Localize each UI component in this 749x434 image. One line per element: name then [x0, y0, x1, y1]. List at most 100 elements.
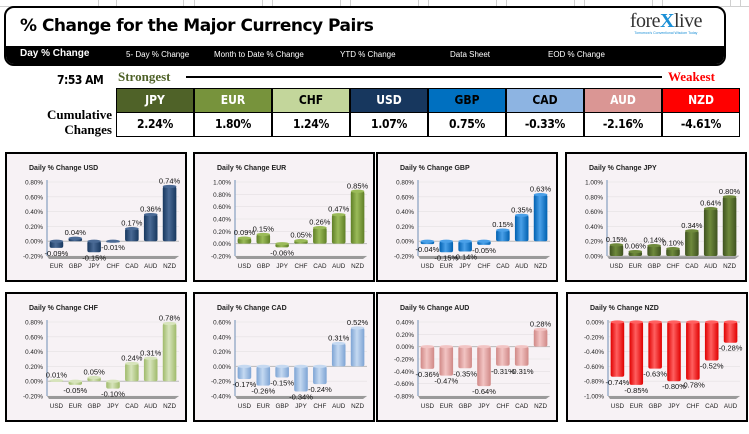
x-tick-label: AUD — [332, 263, 346, 270]
bar-chf — [496, 346, 510, 366]
y-tick-label: 0.20% — [396, 332, 414, 339]
data-label: -0.35% — [453, 369, 477, 378]
chart-title: Daily % Change CHF — [29, 305, 99, 312]
x-tick-label: USD — [238, 403, 252, 410]
bar-cap — [458, 239, 472, 243]
bar-cap — [275, 242, 289, 246]
data-label: -0.09% — [45, 249, 69, 258]
bar-aud — [143, 214, 158, 242]
bar-cad — [125, 228, 139, 242]
tile-value: 1.80% — [195, 113, 271, 136]
nav-day-change[interactable]: Day % Change — [20, 48, 90, 59]
data-label: 0.10% — [662, 239, 684, 248]
data-label: -0.31% — [510, 367, 534, 376]
x-tick-label: AUD — [144, 403, 158, 410]
chart-panel-cad: Daily % Change CAD -0.40% -0.20% 0.00% 0.20%… — [193, 292, 375, 422]
tile-value: -4.61% — [663, 113, 739, 136]
x-tick-label: JPY — [107, 403, 119, 410]
x-tick-label: EUR — [630, 403, 644, 410]
chart-title: Daily % Change NZD — [590, 305, 659, 312]
x-tick-label: AUD — [724, 403, 738, 410]
bar-chart: Daily % Change JPY 0.00% 0.20% 0.40% 0.60% 0.… — [585, 165, 740, 270]
logo-text-left: fore — [629, 10, 661, 32]
bar-cad — [704, 322, 719, 361]
bar-chart: Daily % Change AUD -0.80% -0.60% -0.40% -0.2… — [394, 305, 551, 410]
bar-cap — [439, 239, 454, 243]
x-tick-label: CHF — [295, 263, 308, 270]
bar-aud — [703, 208, 718, 256]
nav-ytd-change[interactable]: YTD % Change — [340, 50, 396, 59]
x-tick-label: AUD — [332, 403, 346, 410]
tile-currency: CAD — [507, 89, 583, 113]
x-tick-label: NZD — [351, 263, 364, 270]
data-label: 0.64% — [700, 199, 722, 208]
bar-cap — [49, 378, 64, 383]
data-label: 0.52% — [347, 318, 369, 327]
y-tick-label: 0.00% — [586, 320, 604, 327]
y-tick-label: 0.80% — [213, 192, 231, 199]
bar-cap — [350, 189, 365, 193]
x-tick-label: USD — [50, 403, 64, 410]
bar-gbp — [458, 346, 472, 369]
currency-tile-jpy: JPY 2.24% — [116, 88, 194, 137]
logo-tagline: Tomorrow's Conventional Wisdom Today — [634, 31, 698, 35]
data-label: -0.01% — [101, 243, 125, 252]
bar-aud — [723, 322, 738, 343]
data-label: -0.74% — [606, 378, 630, 387]
bar-gbp — [648, 322, 662, 369]
y-tick-label: 0.80% — [396, 180, 414, 187]
x-tick-label: USD — [611, 403, 625, 410]
x-tick-label: AUD — [144, 263, 158, 270]
currency-tile-eur: EUR 1.80% — [194, 88, 272, 137]
y-tick-label: -0.40% — [584, 349, 604, 356]
x-tick-label: CHF — [667, 263, 680, 270]
bar-gbp — [275, 366, 289, 378]
bar-cap — [666, 247, 680, 251]
x-tick-label: NZD — [351, 403, 364, 410]
bar-cap — [106, 239, 120, 243]
page-title: % Change for the Major Currency Pairs — [20, 16, 374, 36]
y-tick-label: -0.20% — [584, 334, 604, 341]
bar-aud — [143, 358, 158, 382]
y-tick-label: 0.00% — [585, 254, 603, 261]
y-tick-label: -0.60% — [584, 364, 604, 371]
x-tick-label: USD — [610, 263, 624, 270]
bar-chart: Daily % Change NZD -1.00% -0.80% -0.60% -0.4… — [584, 305, 743, 410]
data-label: 0.06% — [625, 242, 647, 251]
chart-floor — [235, 396, 367, 399]
data-label: -0.36% — [416, 370, 440, 379]
bar-chart: Daily % Change GBP -0.20% 0.00% 0.20% 0.40% 0… — [394, 165, 551, 270]
nav-eod-change[interactable]: EOD % Change — [548, 50, 605, 59]
x-tick-label: CAD — [496, 263, 510, 270]
nav-5-day-change[interactable]: 5- Day % Change — [126, 50, 190, 59]
bar-cap — [294, 364, 308, 368]
bar-cap — [533, 192, 548, 197]
data-label: 0.31% — [328, 333, 350, 342]
y-tick-label: 0.60% — [25, 334, 43, 341]
bar-cap — [610, 320, 625, 324]
nav-month-to-date-change[interactable]: Month to Date % Change — [214, 50, 304, 59]
data-label: -0.80% — [662, 382, 686, 391]
x-tick-label: GBP — [257, 263, 270, 270]
nav-data-sheet[interactable]: Data Sheet — [450, 50, 491, 59]
x-tick-label: AUD — [515, 263, 529, 270]
data-label: 0.05% — [84, 368, 106, 377]
bar-cap — [420, 239, 435, 243]
bar-cad — [496, 230, 510, 242]
chart-floor — [607, 256, 739, 259]
x-tick-label: USD — [421, 403, 435, 410]
bar-cap — [256, 364, 271, 368]
x-tick-label: USD — [421, 263, 435, 270]
bar-cap — [237, 236, 252, 240]
data-label: -0.17% — [233, 380, 257, 389]
tile-value: 1.24% — [273, 113, 349, 136]
data-label: 0.15% — [492, 220, 514, 229]
bar-usd — [420, 346, 435, 369]
data-label: -0.26% — [251, 387, 275, 396]
data-label: -0.78% — [681, 381, 705, 390]
y-tick-label: 0.00% — [213, 364, 231, 371]
data-label: -0.15% — [82, 253, 106, 262]
strength-scale-line — [186, 76, 662, 78]
bar-aud — [331, 343, 346, 367]
data-label: -0.28% — [719, 344, 743, 353]
